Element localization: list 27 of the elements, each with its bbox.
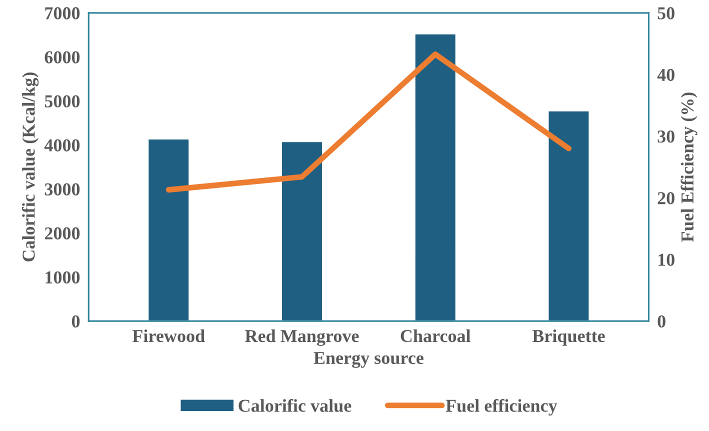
x-tick-label: Briquette: [532, 329, 605, 346]
y-tick-label: 7000: [45, 7, 80, 20]
y-tick-label: 0: [72, 315, 80, 328]
y2-tick-label: 20: [658, 192, 674, 204]
x-axis-title: Energy source: [314, 352, 424, 368]
bar: [147, 138, 190, 322]
x-tick-label: Firewood: [132, 329, 205, 342]
bar: [280, 140, 324, 322]
y-tick-label: 4000: [44, 139, 80, 152]
y-tick-label: 3000: [44, 183, 80, 196]
y-tick-label: 5000: [44, 95, 80, 108]
bar: [414, 32, 457, 322]
legend-label: Fuel efficiency: [446, 398, 558, 416]
y-axis-title: Calorific value (Kcal/kg): [22, 72, 39, 262]
legend-label: Calorific value: [238, 398, 352, 412]
y2-axis-title: Fuel Efficiency (%): [680, 92, 698, 242]
y-tick-label: 1000: [46, 271, 80, 284]
y2-tick-label: 0: [658, 315, 666, 328]
y2-tick-label: 30: [658, 130, 674, 143]
y2-tick-label: 40: [657, 68, 674, 82]
y2-tick-label: 10: [658, 254, 674, 266]
y-tick-label: 6000: [44, 51, 80, 64]
x-tick-label: Charcoal: [400, 329, 470, 342]
bar: [547, 110, 590, 322]
x-tick-label: Red Mangrove: [245, 329, 359, 346]
y2-tick-label: 50: [658, 7, 674, 20]
y-tick-label: 2000: [44, 227, 80, 240]
